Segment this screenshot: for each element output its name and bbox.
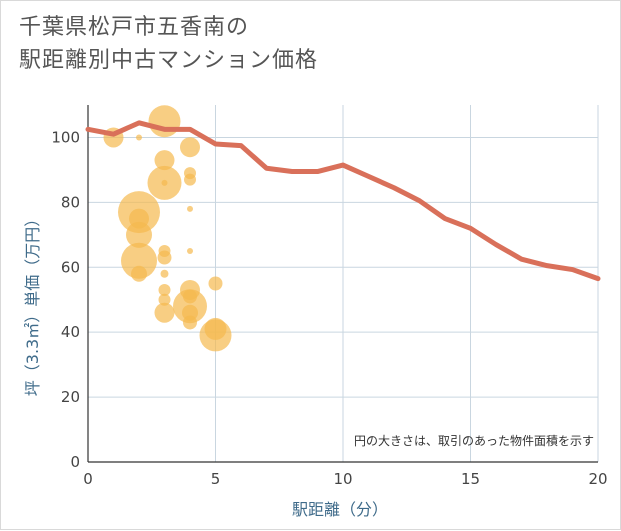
title-line-1: 千葉県松戸市五香南の bbox=[19, 15, 250, 40]
bubble-point bbox=[158, 293, 171, 306]
x-tick-label: 0 bbox=[83, 470, 93, 488]
bubble-point bbox=[154, 150, 175, 171]
bubble-point bbox=[161, 179, 168, 186]
y-axis-title: 坪（3.3㎡）単価（万円） bbox=[23, 211, 42, 396]
y-tick-label: 100 bbox=[51, 128, 80, 146]
bubble-point bbox=[199, 319, 232, 352]
bubble-point bbox=[154, 302, 175, 323]
x-tick-label: 10 bbox=[333, 470, 352, 488]
x-tick-label: 20 bbox=[588, 470, 607, 488]
y-tick-label: 40 bbox=[61, 323, 80, 341]
bubble-point bbox=[187, 205, 193, 212]
x-tick-label: 5 bbox=[211, 470, 221, 488]
bubble-point bbox=[184, 173, 196, 186]
bubble-point bbox=[208, 276, 223, 291]
bubble-point bbox=[126, 221, 152, 248]
y-tick-label: 60 bbox=[61, 258, 80, 276]
x-axis-title: 駅距離（分） bbox=[292, 500, 388, 519]
average-price-line bbox=[85, 120, 601, 282]
bubble-point bbox=[157, 250, 172, 265]
chart-title: 千葉県松戸市五香南の 駅距離別中古マンション価格 bbox=[19, 11, 318, 77]
y-tick-label: 20 bbox=[61, 388, 80, 406]
bubble-point bbox=[180, 137, 200, 158]
title-line-2: 駅距離別中古マンション価格 bbox=[19, 48, 319, 73]
bubble-point bbox=[158, 283, 171, 296]
y-tick-label: 80 bbox=[61, 193, 80, 211]
bubble-point bbox=[148, 105, 181, 138]
bubble-point bbox=[183, 315, 197, 330]
bubble-point bbox=[160, 269, 169, 278]
bubble-point bbox=[121, 242, 157, 279]
bubble-point bbox=[136, 134, 142, 141]
bubble-point bbox=[131, 265, 147, 282]
bubble-point bbox=[187, 248, 193, 255]
bubble-size-note: 円の大きさは、取引のあった物件面積を示す bbox=[354, 433, 594, 448]
x-tick-label: 15 bbox=[461, 470, 480, 488]
y-tick-label: 0 bbox=[70, 453, 80, 471]
